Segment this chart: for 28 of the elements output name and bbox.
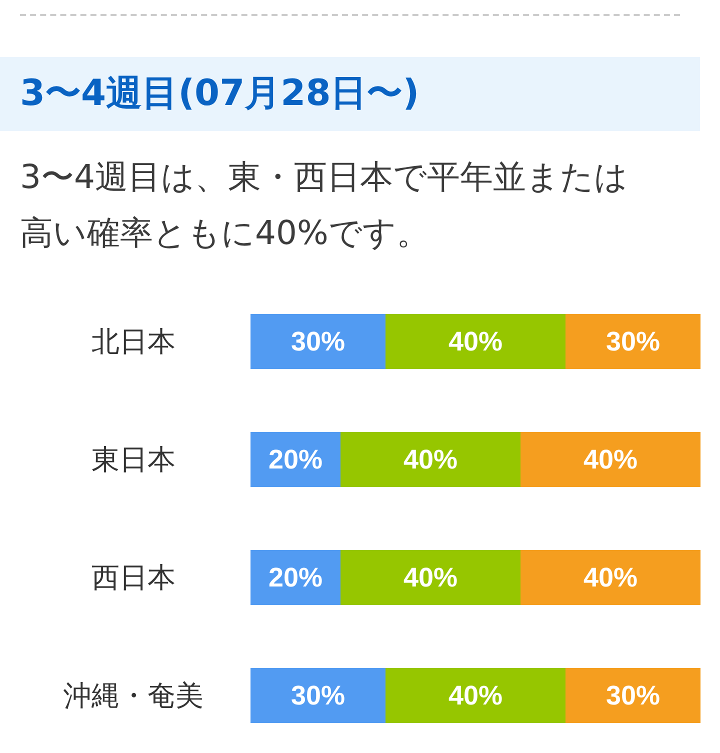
data-label: 40% [583,444,638,474]
y-tick-label: 沖縄・奄美 [64,679,204,712]
data-label: 30% [606,326,660,356]
y-tick-label: 西日本 [92,561,176,594]
bar [520,432,700,487]
bar [520,550,700,605]
data-label: 40% [583,562,638,592]
data-label: 40% [448,326,503,356]
bar [386,314,566,369]
chart-subtitle: 3〜4週目は、東・西日本で平年並または高い確率ともに40%です。 [19,156,629,254]
bar [566,314,700,369]
data-label: 30% [290,680,346,710]
data-label: 40% [403,444,458,474]
bar [386,668,566,723]
data-label: 30% [290,326,346,356]
bar [566,668,700,723]
bar [250,314,386,369]
y-tick-label: 北日本 [92,325,176,358]
bar [340,432,520,487]
bar [250,668,386,723]
bar [340,550,520,605]
data-label: 20% [268,444,323,474]
data-label: 30% [606,680,660,710]
data-label: 40% [448,680,503,710]
data-label: 40% [403,562,458,592]
y-tick-label: 東日本 [92,443,176,476]
chart-title: 3〜4週目(07月28日〜) [0,57,700,131]
data-label: 20% [268,562,323,592]
